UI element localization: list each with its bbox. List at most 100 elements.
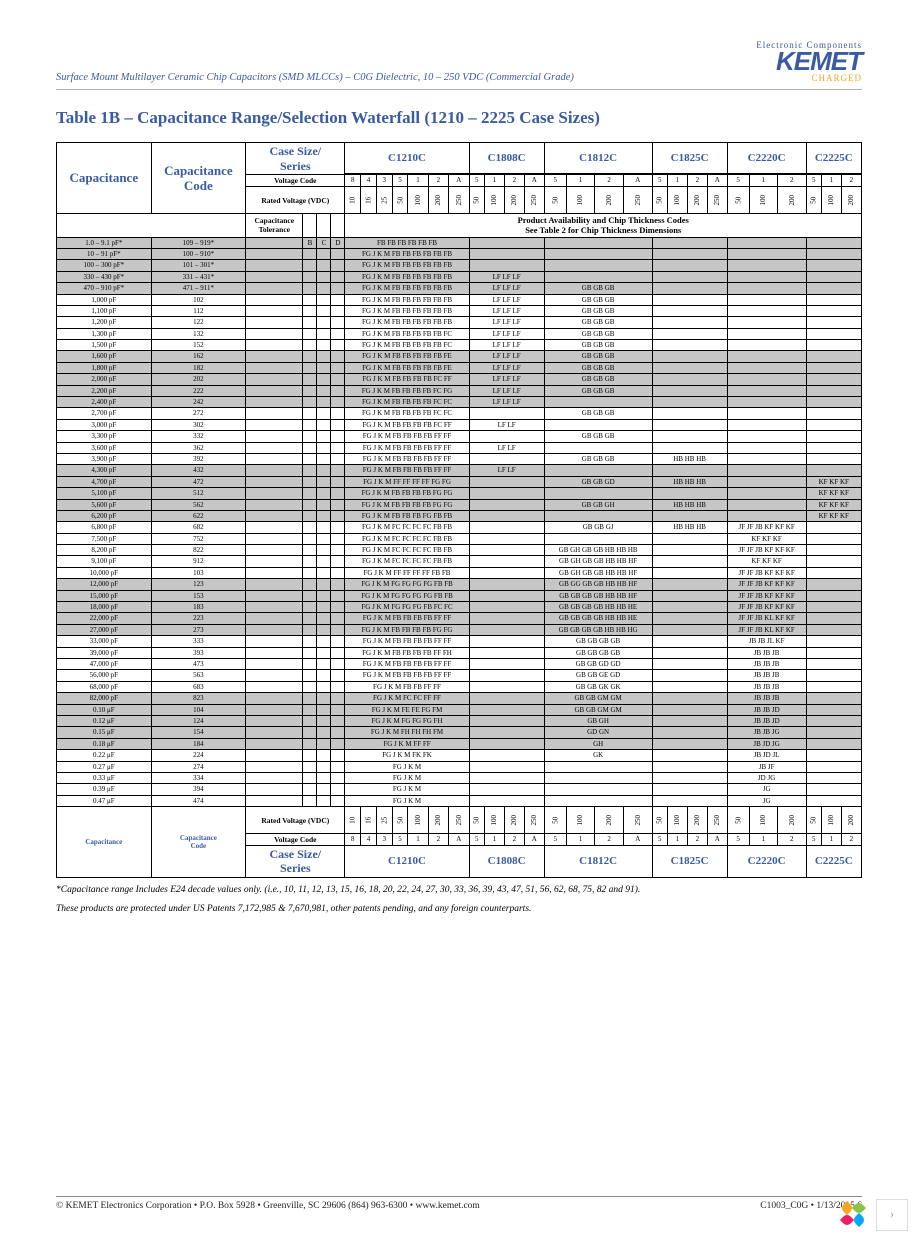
tol-empty xyxy=(303,533,317,544)
rated-voltage-cell: 50 xyxy=(544,187,566,214)
data-cell-C1812C: GB GB GB GB xyxy=(544,636,652,647)
cap-code: 302 xyxy=(151,419,246,430)
cap-value: 2,400 pF xyxy=(57,397,152,408)
data-cell-C2220C: KF KF KF xyxy=(727,556,806,567)
ftr-rated-voltage: Rated Voltage (VDC) xyxy=(246,807,345,834)
tol-blank xyxy=(246,488,303,499)
data-cell-C1825C: HB HB HB xyxy=(652,522,727,533)
next-page-button[interactable]: › xyxy=(876,1199,908,1231)
table-row: 7,500 pF752FG J K M FC FC FC FC FB FBKF … xyxy=(57,533,862,544)
cap-code: 563 xyxy=(151,670,246,681)
tol-empty xyxy=(331,681,345,692)
ftr-rv-cell: 100 xyxy=(667,807,687,834)
ftr-vc-cell: 8 xyxy=(345,834,361,846)
data-cell-C1825C: HB HB HB xyxy=(652,453,727,464)
tol-empty xyxy=(317,784,331,795)
table-row: 1,100 pF112FG J K M FB FB FB FB FB FBLF … xyxy=(57,305,862,316)
tol-blank xyxy=(246,670,303,681)
kemet-logo: Electronic Components KEMET CHARGED xyxy=(756,40,862,83)
table-row: 0.12 μF124FG J K M FG FG FG FHGB GHJB JB… xyxy=(57,715,862,726)
tol-empty xyxy=(303,613,317,624)
data-cell-C1825C xyxy=(652,727,727,738)
cap-code: 132 xyxy=(151,328,246,339)
data-cell-C2220C: JF JF JB KF KF KF xyxy=(727,545,806,556)
tol-blank xyxy=(246,681,303,692)
data-cell-C2225C xyxy=(806,283,861,294)
data-cell-C1812C: GB GH GB GB HB HB HF xyxy=(544,567,652,578)
hdr-case-series: Case Size/Series xyxy=(246,143,345,175)
voltage-code-cell: 1 xyxy=(821,175,841,187)
cap-value: 39,000 pF xyxy=(57,647,152,658)
tol-empty xyxy=(317,738,331,749)
tol-empty xyxy=(317,271,331,282)
data-cell-C2220C: JB JF xyxy=(727,761,806,772)
data-cell-C2225C xyxy=(806,624,861,635)
voltage-code-cell: 5 xyxy=(392,175,408,187)
table-row: 9,100 pF912FG J K M FC FC FC FC FB FBGB … xyxy=(57,556,862,567)
data-cell-C2225C xyxy=(806,397,861,408)
tol-empty xyxy=(317,522,331,533)
cap-code: 471 – 911* xyxy=(151,283,246,294)
data-cell-C2220C: JD JG xyxy=(727,772,806,783)
table-row: 6,200 pF622FG J K M FB FB FB FG FB FBKF … xyxy=(57,510,862,521)
tol-empty xyxy=(331,362,345,373)
data-cell-C2225C xyxy=(806,750,861,761)
data-cell-C1825C xyxy=(652,533,727,544)
tol-empty xyxy=(303,670,317,681)
data-cell-C1812C xyxy=(544,237,652,248)
cap-value: 5,100 pF xyxy=(57,488,152,499)
tol-empty xyxy=(317,305,331,316)
data-cell-C1808C xyxy=(469,476,544,487)
table-row: 39,000 pF393FG J K M FB FB FB FB FF FHGB… xyxy=(57,647,862,658)
cap-code: 683 xyxy=(151,681,246,692)
rated-voltage-cell: 250 xyxy=(707,187,727,214)
data-cell-C1808C xyxy=(469,795,544,806)
footnote-1: *Capacitance range Includes E24 decade v… xyxy=(56,884,862,897)
data-cell-C2225C xyxy=(806,385,861,396)
rated-voltage-cell: 25 xyxy=(376,187,392,214)
data-cell-C1825C xyxy=(652,237,727,248)
tol-empty xyxy=(331,419,345,430)
data-cell-C1825C: HB HB HB xyxy=(652,476,727,487)
ftr-vc-cell: 5 xyxy=(392,834,408,846)
cap-code: 912 xyxy=(151,556,246,567)
ftr-rv-cell: 50 xyxy=(469,807,484,834)
tol-empty xyxy=(331,704,345,715)
tol-empty xyxy=(303,431,317,442)
data-cell-C1210C: FG J K M FB FB FB FB FB FB xyxy=(345,305,469,316)
tol-empty xyxy=(331,738,345,749)
data-cell-C1808C: LF LF LF xyxy=(469,305,544,316)
rated-voltage-cell: 100 xyxy=(749,187,777,214)
data-cell-C1808C xyxy=(469,408,544,419)
data-cell-C2225C xyxy=(806,693,861,704)
tol-empty xyxy=(317,283,331,294)
data-cell-C1210C: FG J K M FB FB FB FG FB FB xyxy=(345,510,469,521)
tol-empty xyxy=(331,715,345,726)
table-row: 1.0 – 9.1 pF*109 – 919*BCDFB FB FB FB FB… xyxy=(57,237,862,248)
table-row: 3,000 pF302FG J K M FB FB FB FB FC FFLF … xyxy=(57,419,862,430)
tol-empty xyxy=(317,453,331,464)
tol-blank xyxy=(246,556,303,567)
cap-value: 0.47 μF xyxy=(57,795,152,806)
data-cell-C2220C: JB JB JD xyxy=(727,704,806,715)
data-cell-C2220C xyxy=(727,305,806,316)
rated-voltage-cell: 16 xyxy=(361,187,377,214)
tol-empty xyxy=(317,647,331,658)
tol-blank xyxy=(246,305,303,316)
data-cell-C2220C: JB JB JB xyxy=(727,659,806,670)
ftr-rv-cell: 50 xyxy=(544,807,566,834)
cap-value: 0.15 μF xyxy=(57,727,152,738)
hdr-capacitance: Capacitance xyxy=(57,143,152,214)
data-cell-C1210C: FG J K M FB FB FB FB FC FC xyxy=(345,408,469,419)
tol-empty xyxy=(317,693,331,704)
data-cell-C1825C xyxy=(652,681,727,692)
table-row: 0.15 μF154FG J K M FH FH FH FMGD GNJB JB… xyxy=(57,727,862,738)
data-cell-C1812C xyxy=(544,784,652,795)
data-cell-C2220C: JB JD JL xyxy=(727,750,806,761)
cap-value: 2,700 pF xyxy=(57,408,152,419)
cap-value: 0.39 μF xyxy=(57,784,152,795)
footer-left: © KEMET Electronics Corporation • P.O. B… xyxy=(56,1201,480,1211)
data-cell-C1808C: LF LF LF xyxy=(469,283,544,294)
rated-voltage-cell: 200 xyxy=(504,187,524,214)
tol-empty xyxy=(317,385,331,396)
